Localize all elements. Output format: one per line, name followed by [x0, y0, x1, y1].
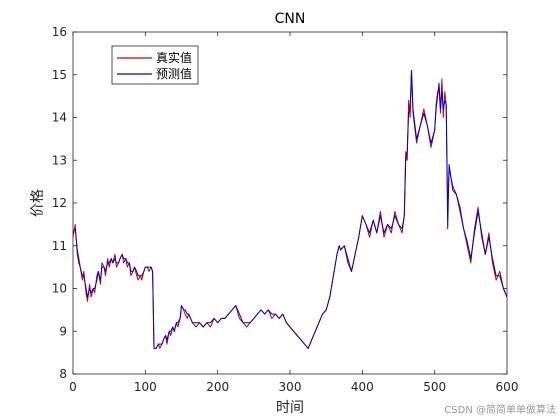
y-tick-label: 10 — [52, 282, 67, 296]
x-tick-label: 200 — [206, 380, 229, 394]
plot-frame — [72, 31, 508, 375]
x-tick-label: 400 — [351, 380, 374, 394]
chart-title: CNN — [275, 11, 306, 27]
series-line-predicted — [72, 70, 508, 349]
legend-label: 真实值 — [156, 50, 192, 65]
y-tick-label: 9 — [59, 324, 67, 338]
watermark-text: CSDN @简简单单做算法 — [444, 405, 556, 416]
y-tick-label: 14 — [52, 111, 67, 125]
plot-area: 0 100 200 300 400 500 600 8 9 10 11 12 13 14 15 16 — [52, 25, 519, 394]
x-tick-label: 500 — [423, 380, 446, 394]
y-tick-label: 11 — [52, 239, 67, 253]
y-tick-label: 12 — [52, 196, 67, 210]
y-tick-label: 8 — [59, 367, 67, 381]
x-tick-label: 100 — [134, 380, 157, 394]
legend-box — [111, 45, 199, 85]
y-axis-label: 价格 — [30, 189, 46, 217]
x-tick-label: 0 — [69, 380, 77, 394]
legend-label: 预测值 — [156, 66, 192, 81]
x-tick-label: 300 — [279, 380, 302, 394]
x-axis-label: 时间 — [276, 400, 304, 416]
y-tick-label: 15 — [52, 68, 67, 82]
y-tick-label: 13 — [52, 153, 67, 167]
y-tick-label: 16 — [52, 25, 67, 39]
x-tick-label: 600 — [496, 380, 519, 394]
